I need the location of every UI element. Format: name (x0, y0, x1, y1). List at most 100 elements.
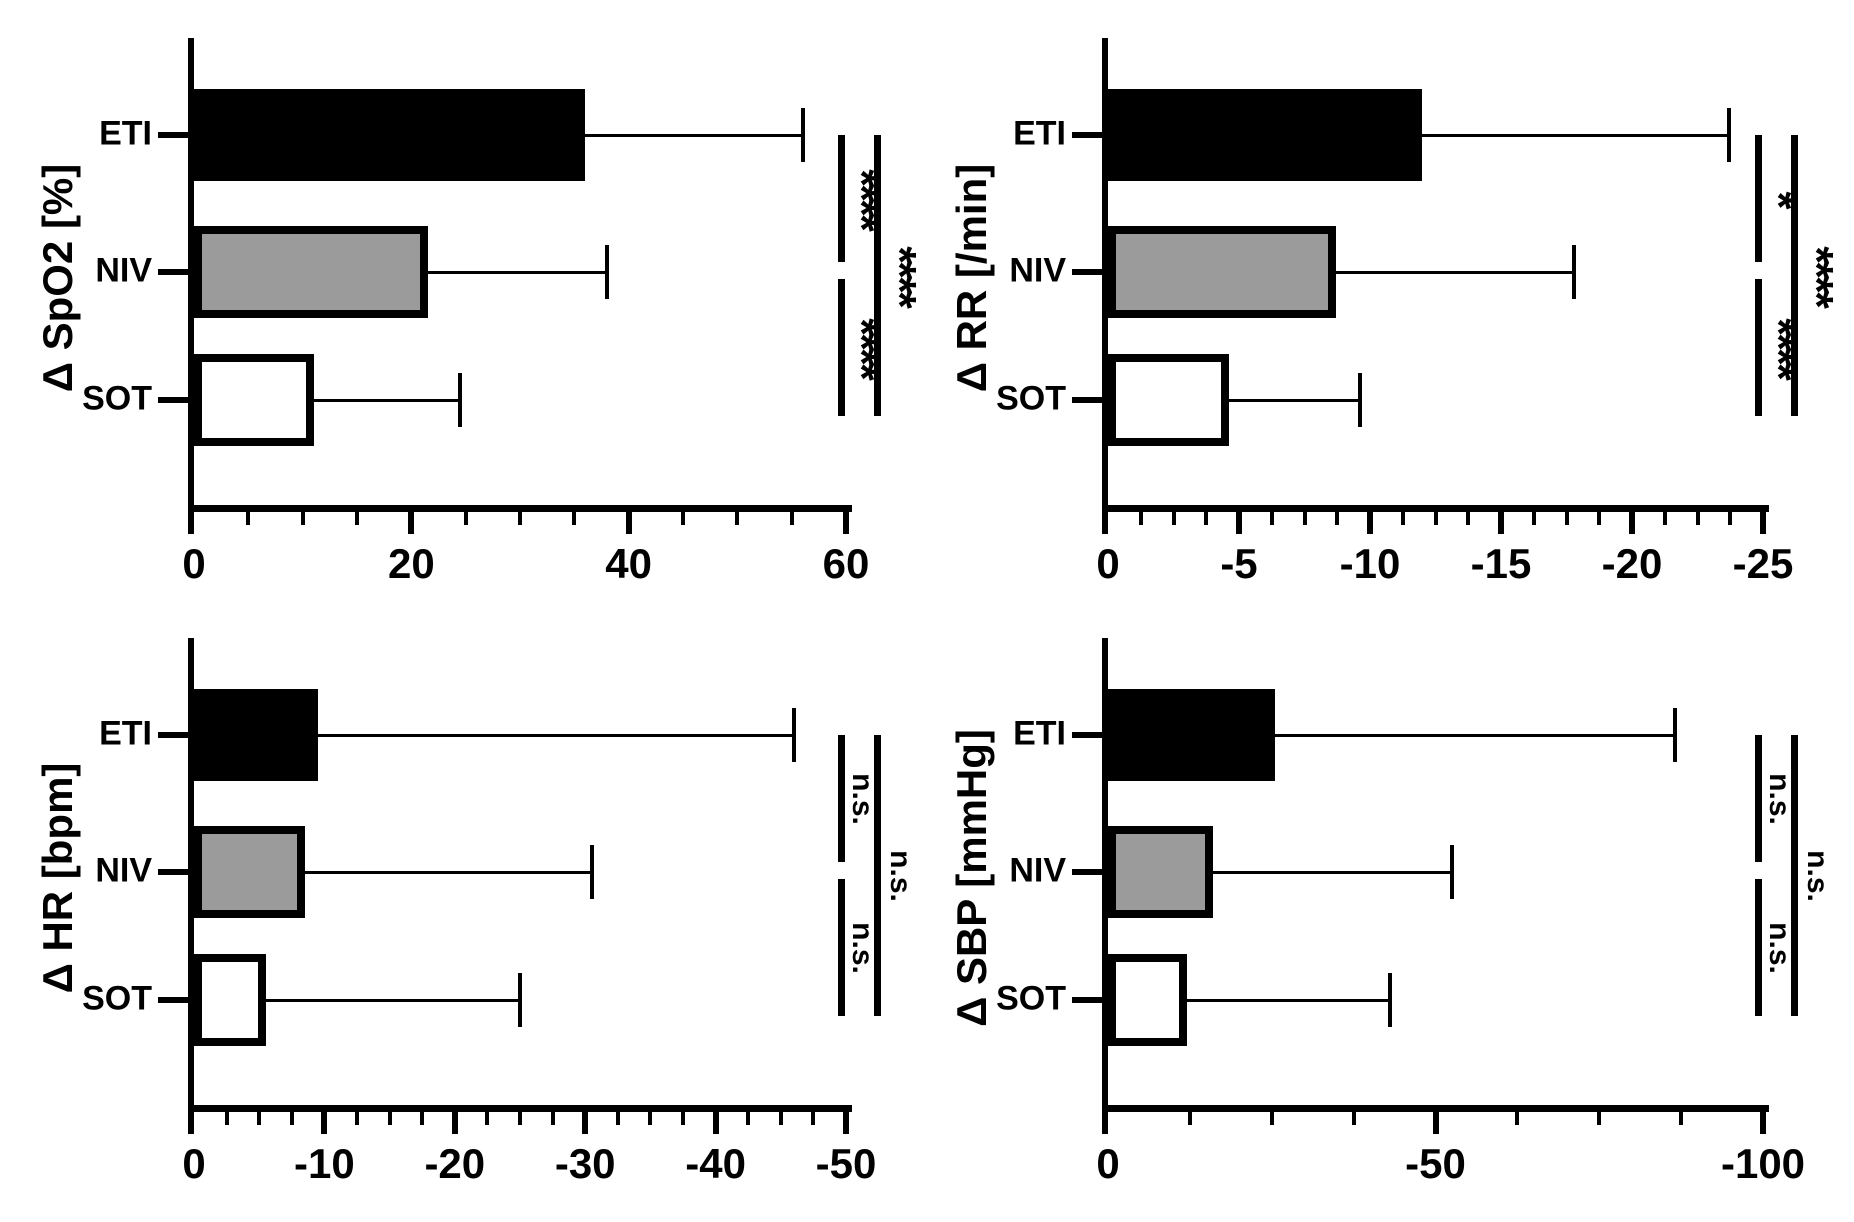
x-axis-tick-label: 60 (822, 540, 870, 587)
x-axis-tick-label: 0 (1096, 540, 1120, 587)
category-tick (158, 132, 188, 138)
x-axis-minor-tick (572, 512, 577, 525)
error-bar-cap (800, 108, 805, 162)
error-bar-cap (791, 708, 796, 762)
x-axis-minor-tick (1679, 1112, 1684, 1125)
x-axis-major-tick (1498, 512, 1504, 534)
significance-line-eti-niv (838, 735, 845, 862)
error-bar-cap (1572, 245, 1577, 299)
x-axis-tick-label: -10 (294, 1140, 355, 1187)
x-axis-minor-tick (1269, 512, 1274, 525)
x-axis-minor-tick (550, 1112, 555, 1125)
x-axis-line (1102, 1105, 1769, 1112)
x-axis-minor-tick (420, 1112, 425, 1125)
error-bar-line (265, 998, 520, 1002)
x-axis-major-tick (1367, 512, 1373, 534)
y-axis-spine (1102, 38, 1108, 512)
category-label-eti: ETI (99, 114, 152, 153)
x-axis-major-tick (408, 512, 415, 534)
category-tick (1072, 997, 1102, 1003)
category-label-eti: ETI (1013, 714, 1066, 753)
x-axis-minor-tick (1138, 512, 1143, 525)
bar-niv (194, 826, 305, 918)
x-axis-minor-tick (246, 512, 251, 525)
x-axis-minor-tick (615, 1112, 620, 1125)
x-axis-minor-tick (778, 1112, 783, 1125)
significance-line-eti-niv (1755, 135, 1762, 262)
category-label-sot: SOT (996, 979, 1066, 1018)
significance-line-niv-sot (1755, 279, 1762, 416)
significance-line-eti-niv (1755, 735, 1762, 862)
x-axis-major-tick (625, 512, 632, 534)
bar-eti (1108, 89, 1422, 181)
x-axis-major-tick (188, 512, 194, 534)
category-label-sot: SOT (996, 379, 1066, 418)
significance-label-eti-niv: n.s. (846, 772, 879, 825)
x-axis-minor-tick (648, 1112, 653, 1125)
bar-niv (1108, 826, 1213, 918)
error-bar-cap (1357, 373, 1362, 427)
significance-line-eti-sot (1791, 735, 1798, 1016)
category-tick (158, 269, 188, 275)
category-label-eti: ETI (99, 714, 152, 753)
x-axis-minor-tick (1400, 512, 1405, 525)
category-tick (158, 397, 188, 403)
x-axis-major-tick (1236, 512, 1242, 534)
y-axis-spine (1102, 638, 1108, 1112)
y-axis-spine (188, 38, 194, 512)
x-axis-tick-label: -50 (815, 1140, 877, 1187)
bar-sot (1108, 354, 1229, 446)
error-bar-line (313, 398, 461, 402)
x-axis-tick-label: 40 (605, 540, 653, 587)
x-axis-minor-tick (463, 512, 468, 525)
significance-line-niv-sot (838, 879, 845, 1016)
category-label-niv: NIV (1009, 851, 1066, 890)
bar-sot (194, 954, 266, 1046)
significance-label-eti-sot: **** (1791, 245, 1843, 306)
x-axis-minor-tick (789, 512, 794, 525)
significance-label-eti-niv: n.s. (1763, 772, 1796, 825)
x-axis-major-tick (1629, 512, 1635, 534)
x-axis-minor-tick (1695, 512, 1700, 525)
x-axis-major-tick (582, 1112, 589, 1134)
error-bar-line (1335, 270, 1575, 274)
error-bar-cap (1726, 108, 1731, 162)
x-axis-minor-tick (1204, 512, 1209, 525)
x-axis-tick-label: 0 (182, 540, 206, 587)
x-axis-minor-tick (1728, 512, 1733, 525)
x-axis-major-tick (1432, 1112, 1439, 1134)
x-axis-minor-tick (355, 1112, 359, 1125)
x-axis-minor-tick (387, 1112, 392, 1125)
x-axis-tick-label: -10 (1339, 540, 1401, 587)
x-axis-minor-tick (811, 1112, 816, 1125)
significance-label-niv-sot: n.s. (846, 921, 879, 974)
x-axis-minor-tick (257, 1112, 262, 1125)
category-tick (1072, 132, 1102, 138)
x-axis-minor-tick (1597, 512, 1602, 525)
significance-line-niv-sot (1755, 879, 1762, 1016)
significance-label-niv-sot: n.s. (1763, 921, 1796, 974)
significance-label-eti-sot: n.s. (884, 849, 917, 902)
error-bar-line (427, 270, 607, 274)
x-axis-major-tick (451, 1112, 458, 1134)
x-axis-tick-label: -40 (685, 1140, 746, 1187)
x-axis-tick-label: -25 (1732, 540, 1794, 587)
error-bar-line (1228, 398, 1360, 402)
x-axis-tick-label: -5 (1220, 540, 1258, 587)
error-bar-cap (604, 245, 609, 299)
category-tick (158, 997, 188, 1003)
significance-line-niv-sot (838, 279, 845, 416)
x-axis-minor-tick (681, 1112, 685, 1125)
x-axis-minor-tick (681, 512, 685, 525)
bar-eti (1108, 689, 1275, 781)
error-bar-line (317, 733, 794, 737)
category-tick (1072, 269, 1102, 275)
bar-sot (194, 354, 314, 446)
x-axis-minor-tick (1302, 512, 1307, 525)
x-axis-major-tick (321, 1112, 328, 1134)
x-axis-minor-tick (518, 1112, 522, 1125)
significance-line-eti-sot (1791, 135, 1798, 416)
x-axis-minor-tick (1187, 1112, 1192, 1125)
x-axis-minor-tick (1269, 1112, 1274, 1125)
x-axis-tick-label: 0 (1096, 1140, 1120, 1187)
